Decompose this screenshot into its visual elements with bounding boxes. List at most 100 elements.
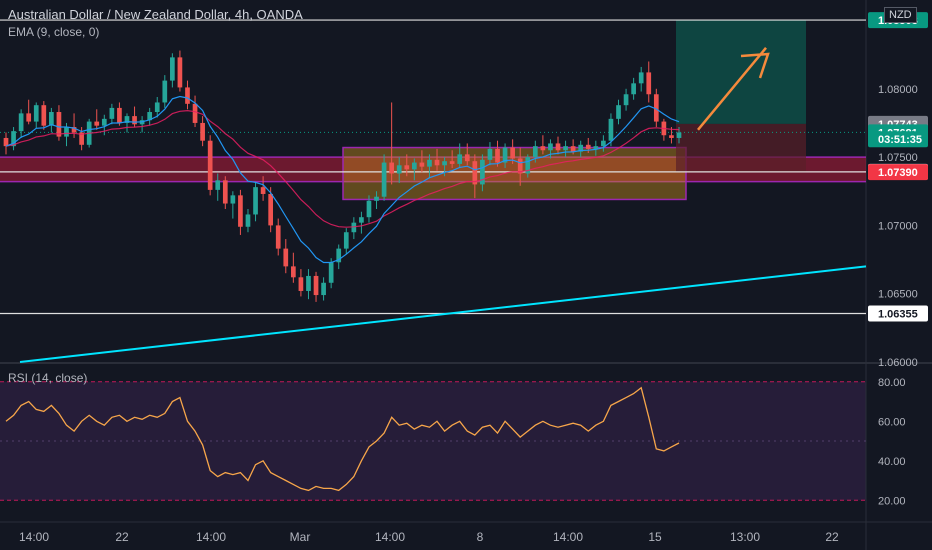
candle-body [117,107,122,123]
candle-body [177,57,183,88]
candle-body [343,232,349,249]
candle-body [532,146,538,158]
candle-body [18,113,24,132]
candle-body [419,162,425,167]
candle-body [638,72,644,84]
target-arrow-head [740,52,770,79]
candle-body [11,131,16,147]
candle-body [207,140,213,190]
candle-body [457,154,463,164]
time-tick-label: 22 [825,530,839,544]
candle-body [101,118,107,126]
candle-body [56,112,62,137]
candle-body [275,225,281,249]
candle-body [487,148,493,160]
candle-body [109,107,115,119]
time-tick-label: 14:00 [196,530,226,544]
candle-body [260,187,266,194]
candle-body [495,148,500,163]
candle-body [154,102,160,113]
currency-badge[interactable]: NZD [884,7,917,23]
candle-body [64,127,69,137]
time-tick-label: 14:00 [375,530,405,544]
price-label-bg [868,305,928,322]
candle-body [593,146,599,149]
candle-body [33,105,39,122]
candle-body [3,137,9,147]
candle-body [132,116,137,125]
candle-body [517,158,523,174]
candle-body [381,162,387,197]
candle-body [124,116,130,123]
time-tick-label: 22 [115,530,129,544]
candle-body [585,144,591,149]
candle-body [646,72,652,95]
candle-body [608,118,614,141]
price-label: 1.07390 [878,167,918,179]
candle-body [230,195,236,204]
candle-body [555,143,561,151]
candle-body [548,143,553,151]
price-tick-label: 1.06000 [878,357,918,369]
trend-line [19,265,867,363]
price-label: 1.06355 [878,309,918,321]
candle-body [321,282,326,296]
candle-body [245,214,251,227]
time-tick-label: 14:00 [553,530,583,544]
candle-body [238,195,243,227]
candle-body [192,103,198,123]
candle-body [540,146,546,151]
candle-body [253,187,258,215]
price-label-bg [868,131,928,148]
candle-body [442,161,447,166]
candle-body [631,83,636,95]
candle-body [404,165,410,170]
candle-body [94,121,100,126]
ema-line [5,95,680,264]
candle-body [215,180,221,190]
time-tick-label: 15 [648,530,662,544]
candle-body [328,262,334,283]
rsi-line [5,386,680,492]
candle-body [170,57,175,81]
ema-slow-line [5,109,680,228]
candle-body [623,94,629,106]
candle-body [472,161,478,185]
rsi-tick-label: 60.00 [878,416,906,428]
price-tick-label: 1.07500 [878,152,918,164]
candle-body [336,248,342,263]
candle-body [306,275,311,291]
candle-body [449,161,455,164]
candle-body [502,147,508,163]
candle-body [291,266,296,278]
candle-body [464,154,470,162]
rsi-tick-label: 20.00 [878,495,906,507]
rsi-indicator-label[interactable]: RSI (14, close) [8,371,88,385]
price-tick-label: 1.08000 [878,84,918,96]
time-tick-label: Mar [290,530,311,544]
candle-body [222,180,228,204]
target-zone [676,20,806,124]
candle-body [283,248,289,267]
candle-body [313,275,319,296]
candle-body [653,94,659,122]
time-tick-label: 8 [477,530,484,544]
candle-body [389,162,394,174]
candle-body [563,146,568,151]
candle-body [79,132,84,145]
candle-body [147,112,153,121]
candle-body [578,144,584,152]
candle-body [510,147,515,159]
ema-indicator-label[interactable]: EMA (9, close, 0) [8,25,100,39]
price-label-bg [868,164,928,181]
time-tick-label: 13:00 [730,530,760,544]
candle-body [374,196,379,201]
rsi-tick-label: 40.00 [878,456,906,468]
stop-zone [676,123,806,173]
candle-body [396,165,402,174]
price-label: 03:51:35 [878,134,922,146]
candle-body [669,135,674,138]
candle-body [268,193,274,226]
time-tick-label: 14:00 [19,530,49,544]
